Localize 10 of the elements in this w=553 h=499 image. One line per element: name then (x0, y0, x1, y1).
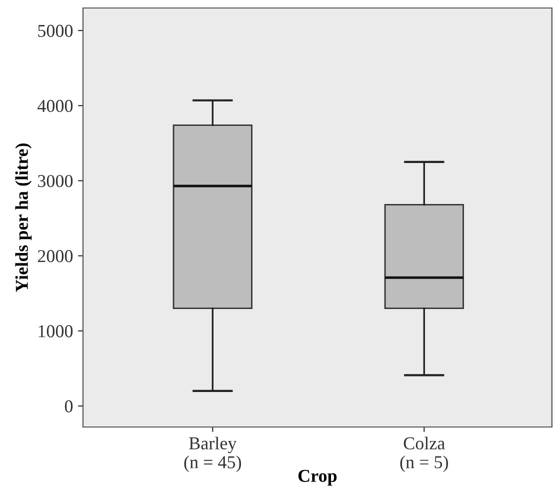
y-axis-title: Yields per ha (litre) (15, 143, 32, 292)
x-tick-label: Colza (n = 5) (400, 436, 448, 472)
y-tick-label: 2000 (38, 250, 73, 262)
y-tick-label: 0 (64, 400, 73, 412)
x-tick-label: Barley (n = 45) (184, 436, 242, 472)
y-tick-label: 3000 (38, 174, 73, 188)
y-tick-label: 1000 (38, 325, 73, 338)
y-tick-label: 4000 (38, 100, 73, 112)
x-axis-title: Crop (298, 470, 337, 486)
y-tick-label: 5000 (38, 24, 73, 37)
